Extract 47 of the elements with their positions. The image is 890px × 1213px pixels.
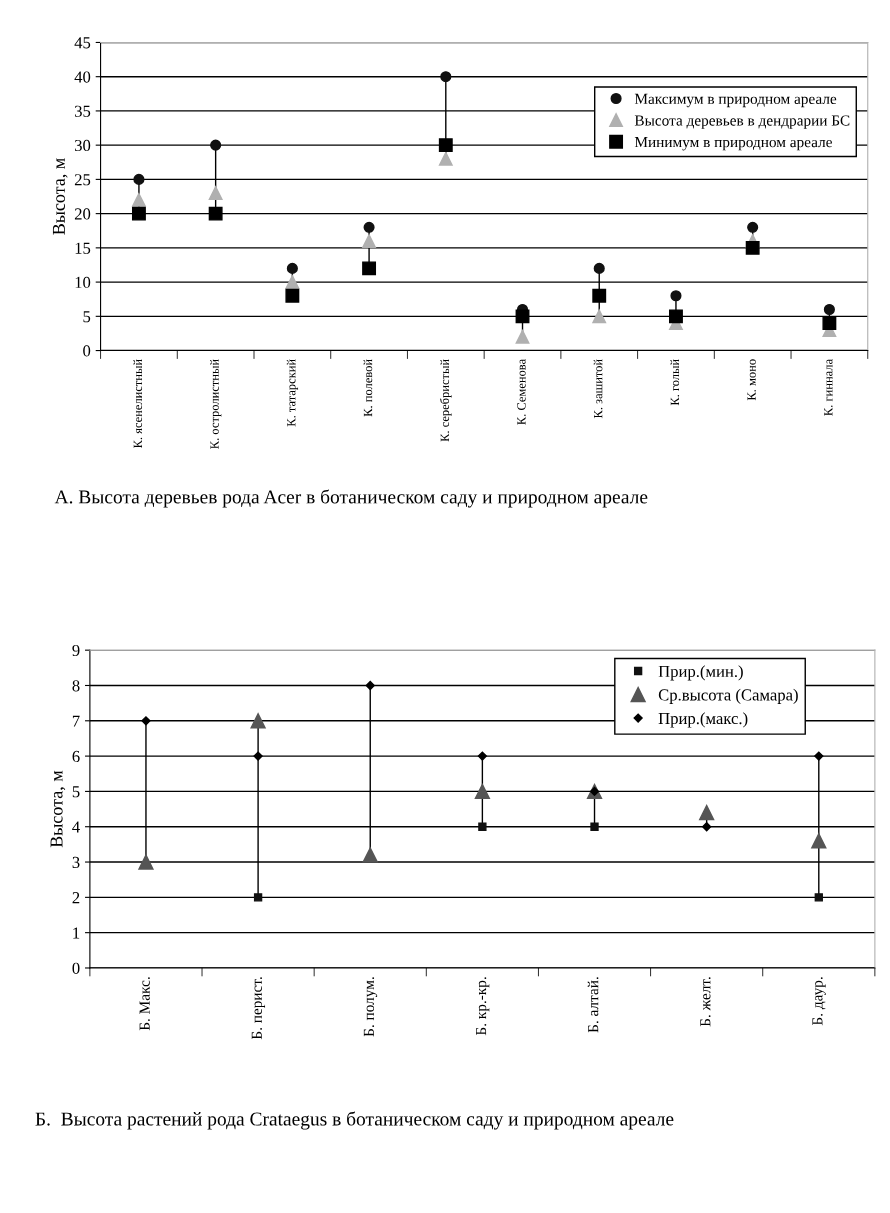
x-tick-label: К. ясенелистный <box>133 359 143 449</box>
x-tick-label: Б. Макс. <box>139 977 150 1031</box>
y-tick-label: 3 <box>72 856 80 868</box>
y-tick-label: 10 <box>75 276 91 289</box>
x-tick-label: К. гиннала <box>824 359 833 416</box>
x-tick-label: К. голый <box>670 359 680 406</box>
y-tick-label: 40 <box>74 71 91 83</box>
legend-label: Прир.(макс.) <box>658 712 748 728</box>
y-tick-label: 25 <box>74 174 91 186</box>
legend-label: Минимум в природном ареале <box>634 137 832 151</box>
y-axis-title: Высота, м <box>50 770 66 848</box>
x-tick-label: Б. даур. <box>812 977 826 1026</box>
y-tick-label: 45 <box>74 37 91 49</box>
legend-label: Максимум в природном ареале <box>634 93 837 108</box>
y-tick-label: 5 <box>83 311 91 323</box>
y-tick-label: 35 <box>74 105 91 117</box>
legend-label: Ср.высота (Самара) <box>658 688 798 704</box>
y-axis-title: Высота, м <box>52 158 68 235</box>
y-tick-label: 4 <box>72 821 80 833</box>
y-tick-label: 5 <box>72 786 80 798</box>
y-tick-label: 20 <box>74 208 91 220</box>
x-tick-label: К. остролистный <box>210 359 222 449</box>
y-tick-label: 7 <box>72 715 80 727</box>
x-tick-label: Б. кр.-кр. <box>476 977 490 1036</box>
x-tick-label: Б. перист. <box>251 977 266 1040</box>
x-tick-label: К. полевой <box>363 359 373 417</box>
x-tick-label: Б. желт. <box>700 977 711 1027</box>
text: А. Высота деревьев рода Acer в ботаническом саду и природном ареале <box>54 489 648 508</box>
x-tick-label: К. татарский <box>286 359 299 427</box>
y-tick-label: 2 <box>72 892 80 904</box>
y-tick-label: 6 <box>72 750 80 763</box>
y-tick-label: 8 <box>72 680 80 692</box>
x-tick-label: Б. алтай. <box>587 977 599 1033</box>
legend-label: Высота деревьев в дендрарии БС <box>634 115 850 129</box>
y-tick-label: 9 <box>72 644 80 657</box>
x-tick-label: Б. полум. <box>363 977 378 1037</box>
x-tick-label: К. моно <box>747 359 756 401</box>
x-tick-label: К. Семенова <box>517 359 526 425</box>
x-tick-label: К. серебристый <box>440 359 452 442</box>
y-tick-label: 30 <box>74 139 91 152</box>
y-tick-label: 0 <box>72 962 80 974</box>
x-tick-label: К. зашитой <box>593 359 603 419</box>
y-tick-label: 15 <box>75 242 91 254</box>
y-tick-label: 1 <box>73 927 80 939</box>
text: Б. Высота растений рода Crataegus в ботаническом саду и природном ареале <box>35 1111 674 1130</box>
y-tick-label: 0 <box>83 345 91 357</box>
legend-label: Прир.(мин.) <box>658 665 743 681</box>
